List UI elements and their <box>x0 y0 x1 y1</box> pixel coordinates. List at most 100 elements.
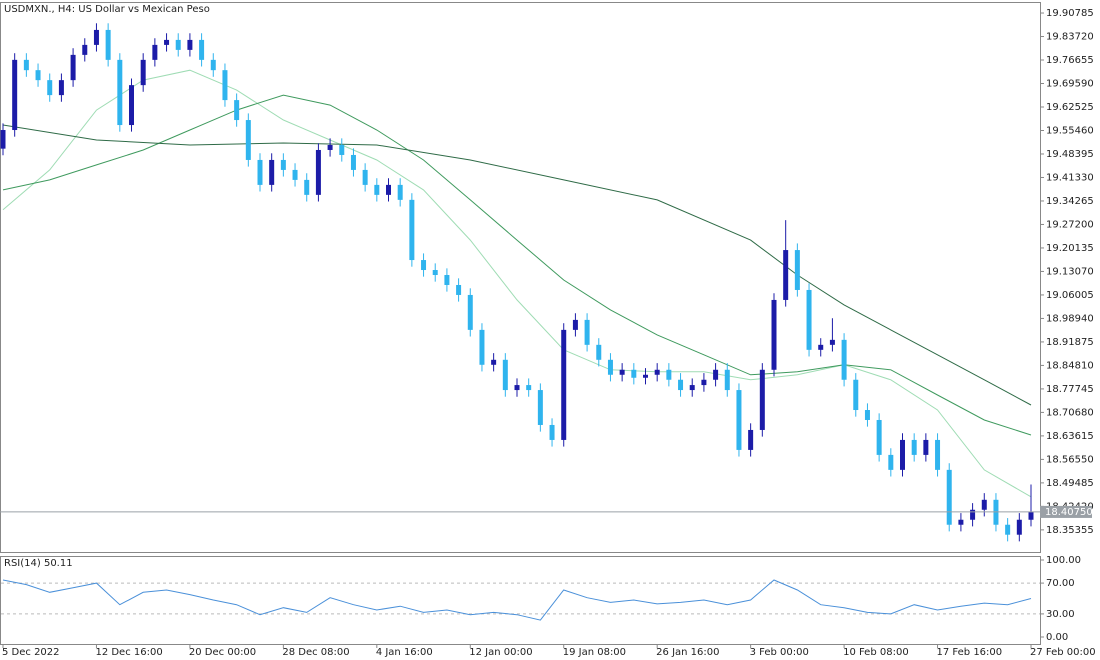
y-tick-label: 18.49485 <box>1046 478 1094 489</box>
x-tick-label: 12 Jan 00:00 <box>469 647 532 658</box>
x-tick-label: 3 Feb 00:00 <box>750 647 809 658</box>
candle-body <box>58 80 64 96</box>
candle-body <box>911 439 917 455</box>
candle-body <box>117 59 123 126</box>
current-price-label: 18.40750 <box>1045 507 1093 518</box>
y-tick-label: 19.76655 <box>1046 55 1094 66</box>
y-tick-label: 18.77745 <box>1046 384 1094 395</box>
y-tick-label: 18.63615 <box>1046 431 1094 442</box>
candle-body <box>748 429 754 450</box>
candle-body <box>888 454 894 470</box>
candle-body <box>935 439 941 470</box>
candle-body <box>678 379 684 391</box>
candle-body <box>327 144 333 150</box>
rsi-line <box>2 579 1032 621</box>
candle-body <box>864 410 870 420</box>
candle-body <box>701 379 707 386</box>
candle-body <box>421 260 427 271</box>
y-tick-label: 18.70680 <box>1046 407 1094 418</box>
candle-body <box>572 319 578 330</box>
candle-body <box>304 179 310 195</box>
candle-body <box>643 374 648 378</box>
candle-body <box>456 284 462 295</box>
y-tick-label: 18.56550 <box>1046 454 1094 465</box>
candle-body <box>526 385 532 391</box>
y-tick-label: 19.83720 <box>1046 32 1094 43</box>
candle-body <box>245 120 251 160</box>
candle-body <box>187 39 193 50</box>
moving-average <box>2 69 1032 498</box>
candle-body <box>631 369 637 378</box>
candle-body <box>70 54 76 81</box>
candle-body <box>129 85 134 126</box>
candle-body <box>1016 519 1022 535</box>
candle-body <box>350 154 356 170</box>
candle-body <box>257 159 263 185</box>
candle-body <box>654 369 660 375</box>
y-tick-label: 19.55460 <box>1046 125 1094 136</box>
candle-body <box>292 169 298 180</box>
y-tick-label: 30.00 <box>1046 609 1075 620</box>
candle-body <box>666 369 672 380</box>
rsi-frame <box>0 556 1041 645</box>
candle-body <box>806 289 812 350</box>
candle-body <box>970 509 976 520</box>
y-tick-label: 19.27200 <box>1046 219 1094 230</box>
candle-body <box>93 29 99 45</box>
candle-body <box>397 184 403 200</box>
y-tick-label: 19.90785 <box>1046 8 1094 19</box>
candle-body <box>759 369 765 430</box>
candle-body <box>514 385 520 391</box>
y-tick-label: 19.20135 <box>1046 243 1094 254</box>
candle-body <box>409 199 415 261</box>
x-tick-label: 28 Dec 08:00 <box>282 647 349 658</box>
candle-body <box>152 44 158 60</box>
candle-body <box>234 100 240 121</box>
candle-body <box>82 44 88 55</box>
candle-body <box>362 169 368 185</box>
candle-body <box>491 359 497 365</box>
candle-body <box>0 130 6 149</box>
candle-body <box>280 159 286 170</box>
candle-body <box>537 390 543 425</box>
y-tick-label: 19.62525 <box>1046 102 1094 113</box>
y-tick-label: 19.34265 <box>1046 196 1094 207</box>
candle-body <box>689 385 695 391</box>
candle-body <box>315 149 321 195</box>
candle-body <box>876 419 882 455</box>
candle-body <box>829 339 835 345</box>
candle-body <box>269 159 275 185</box>
x-tick-label: 26 Jan 16:00 <box>656 647 719 658</box>
x-tick-label: 4 Jan 16:00 <box>376 647 433 658</box>
x-tick-label: 17 Feb 16:00 <box>937 647 1003 658</box>
candle-body <box>619 369 625 375</box>
x-tick-label: 10 Feb 08:00 <box>843 647 909 658</box>
candle-body <box>47 80 53 96</box>
candle-body <box>607 359 613 375</box>
candle-body <box>23 59 29 71</box>
candle-body <box>444 275 450 285</box>
candle-body <box>736 390 742 450</box>
y-tick-label: 19.41330 <box>1046 172 1094 183</box>
candle-body <box>210 59 216 71</box>
candle-body <box>374 184 380 195</box>
candle-body <box>1005 524 1011 535</box>
candle-body <box>549 424 555 440</box>
y-tick-label: 18.98940 <box>1046 313 1094 324</box>
candle-body <box>1028 511 1034 520</box>
candle-body <box>783 250 789 300</box>
candle-body <box>386 184 391 195</box>
candle-body <box>199 39 205 60</box>
candle-body <box>105 29 111 60</box>
moving-average <box>2 124 1032 406</box>
candle-body <box>958 519 964 525</box>
y-tick-label: 0.00 <box>1046 632 1068 643</box>
y-tick-label: 19.13070 <box>1046 266 1094 277</box>
candle-body <box>818 344 824 350</box>
y-tick-label: 18.84810 <box>1046 360 1094 371</box>
candle-body <box>432 270 438 276</box>
candle-body <box>584 319 590 345</box>
candle-body <box>502 359 508 391</box>
candle-body <box>222 70 228 101</box>
x-tick-label: 19 Jan 08:00 <box>563 647 626 658</box>
